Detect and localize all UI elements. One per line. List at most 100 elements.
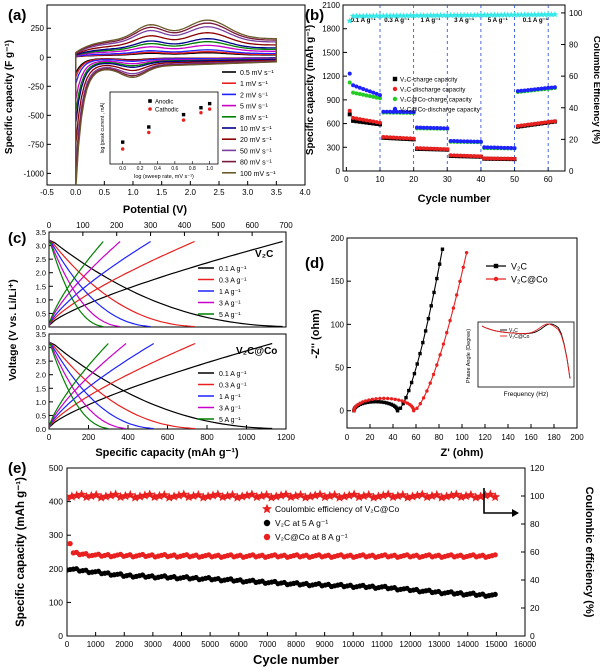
panel-e-point <box>475 491 486 501</box>
panel-b-point <box>356 12 364 19</box>
panel-e-y-axis-label: Specific capacity (mAh g⁻¹) <box>15 477 27 627</box>
panel-d-point <box>404 395 408 400</box>
panel-d-point <box>398 406 403 410</box>
panel-a-x-ticks: -0.5 0.0 0.5 1.0 1.5 2.0 2.5 3.0 3.5 4.0 <box>40 181 311 197</box>
panel-b-point <box>458 153 463 158</box>
panel-b-y-tick-label: 1800 <box>322 25 340 34</box>
panel-a-inset-x-tick-label: 0.8 <box>189 166 196 172</box>
panel-b-point <box>491 11 498 18</box>
panel-c-y-tick-label: 1.5 <box>36 282 46 291</box>
panel-a-x-axis-label: Potential (V) <box>123 204 188 216</box>
panel-c-top-curve-discharge <box>49 239 195 327</box>
panel-c-bottom-curve-discharge <box>49 341 127 429</box>
panel-d-point <box>401 401 405 406</box>
panel-c-top-x-tick-label: 400 <box>178 221 192 230</box>
panel-b-point <box>444 11 451 19</box>
panel-b-point <box>349 12 357 19</box>
panel-b-point <box>518 11 525 18</box>
panel-a-x-tick-label: 1.5 <box>156 188 168 197</box>
panel-b-point <box>548 11 555 18</box>
panel-a-inset-point <box>181 112 186 117</box>
panel-b-point <box>552 85 557 90</box>
panel-d-x-tick-label: 160 <box>524 433 538 442</box>
panel-e-arrow-head <box>512 509 519 517</box>
panel-d: (d) 0 20 40 60 80 100 120 140 160 180 200 0 50 100 15… <box>305 234 584 459</box>
panel-b-point <box>457 11 464 18</box>
panel-b-point <box>417 12 424 19</box>
panel-a-inset-point <box>207 107 212 111</box>
panel-e-x-tick-label: 3000 <box>144 640 162 649</box>
panel-b-point <box>384 135 389 140</box>
panel-e-y-tick-label: 300 <box>49 530 63 540</box>
panel-c-bottom-curve-charge <box>49 343 127 428</box>
panel-b-x-tick-label: 50 <box>510 175 519 184</box>
panel-a-inset-frame <box>109 91 219 165</box>
panel-e-x-tick-label: 9000 <box>316 640 334 649</box>
panel-b-point <box>430 12 438 19</box>
panel-d-x-tick-label: 100 <box>455 433 469 442</box>
panel-b-point <box>445 126 450 131</box>
panel-e-point <box>300 492 311 502</box>
panel-d-point <box>418 351 422 356</box>
panel-e-points <box>67 489 501 599</box>
panel-a-y-axis-label: Specific capacity (F g⁻¹) <box>4 40 15 154</box>
panel-b-point <box>549 119 554 124</box>
panel-d-point <box>382 396 386 401</box>
panel-b-point <box>482 145 487 150</box>
panel-b-point <box>509 145 514 150</box>
panel-d-point <box>421 340 425 345</box>
panel-b-point <box>544 11 552 18</box>
panel-b-x-tick-label: 20 <box>409 175 418 184</box>
panel-d-point <box>365 400 370 405</box>
panel-c-bottom-x-tick-label: 800 <box>200 433 214 442</box>
panel-d-inset-frame <box>477 321 575 388</box>
panel-a-legend: 0.5 mV s⁻¹ 1 mV s⁻¹ 2 mV s⁻¹ 5 mV s⁻¹ 8 mV s… <box>222 70 276 178</box>
panel-d-point <box>445 330 449 335</box>
panel-b-legend-label: V₂C@Co-charge capacity <box>400 97 473 104</box>
panel-a-inset-legend-label: Anodic <box>155 100 173 106</box>
panel-b-point <box>514 11 522 18</box>
panel-b-point <box>398 135 403 140</box>
panel-b-point <box>367 94 372 99</box>
panel-e-point <box>276 490 286 500</box>
panel-d-y-tick-label: 100 <box>331 320 345 329</box>
panel-b-point <box>374 91 379 96</box>
panel-b-point <box>366 12 374 19</box>
panel-b-point <box>455 153 460 158</box>
panel-d-point <box>451 306 456 310</box>
panel-b-point <box>357 117 362 122</box>
panel-b-point <box>407 12 414 19</box>
panel-c-y-tick-label: 3.5 <box>36 330 46 339</box>
panel-d-point <box>389 397 394 401</box>
panel-b-point <box>536 121 541 126</box>
panel-b-y-tick-label: 300 <box>327 143 341 152</box>
panel-b-point <box>373 12 380 19</box>
panel-e-point <box>71 490 82 500</box>
panel-e-point <box>159 489 170 500</box>
panel-a-legend-label: 10 mV s⁻¹ <box>240 126 272 133</box>
panel-e-point <box>349 489 359 499</box>
panel-b-point <box>367 118 372 123</box>
panel-d-point <box>428 381 432 385</box>
panel-b-point <box>418 146 423 151</box>
panel-c-top-curve-discharge <box>49 239 104 327</box>
panel-b-point <box>519 88 524 93</box>
panel-b-point <box>487 11 495 18</box>
panel-b-point <box>532 87 537 92</box>
panel-a-inset-point <box>199 111 203 115</box>
panel-d-inset-y-label: Phase Angle (Degree) <box>466 329 472 383</box>
panel-b-point <box>468 139 473 144</box>
panel-b-y2-tick-label: 20 <box>569 135 578 144</box>
panel-d-label: (d) <box>305 255 324 272</box>
panel-d-x-tick-label: 140 <box>501 433 515 442</box>
panel-c-y-ticks: 0.0 0.0 0.5 0.5 1.0 1.0 1.5 1.5 2.0 2.0 2.5 2.5 3.0 3… <box>36 228 53 434</box>
panel-b-point <box>433 11 441 19</box>
panel-e-point <box>373 491 384 501</box>
panel-b-point <box>478 139 483 144</box>
panel-b-point <box>438 146 443 151</box>
panel-d-x-tick-label: 80 <box>435 433 444 442</box>
panel-a-x-tick-label: 0.0 <box>70 188 82 197</box>
panel-c-top-x-tick-label: 100 <box>76 221 90 230</box>
panel-c-y-tick-label: 0.0 <box>36 323 46 332</box>
panel-b-point <box>351 118 356 123</box>
